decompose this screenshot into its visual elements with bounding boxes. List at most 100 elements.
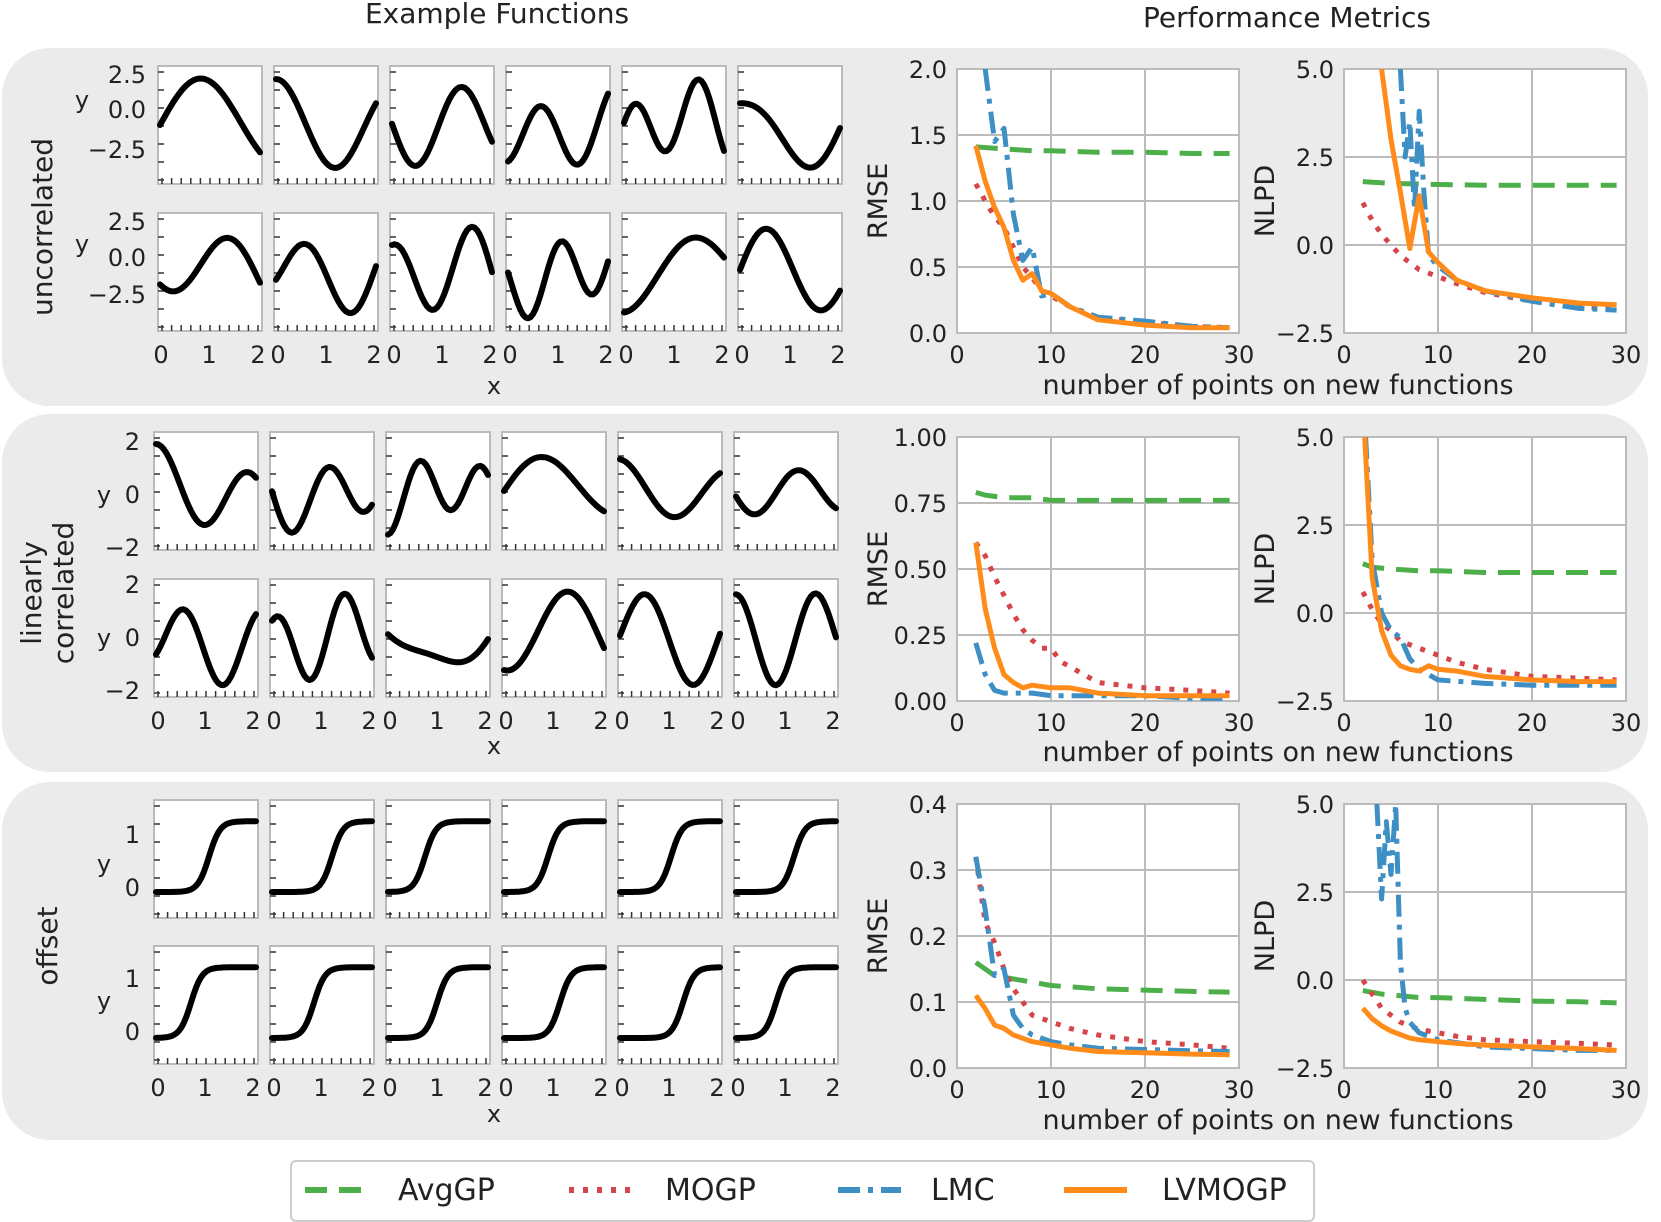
- xtick: 2: [250, 341, 265, 369]
- function-curve: [385, 457, 491, 538]
- x-tick-label: 30: [1611, 709, 1642, 737]
- xtick: 2: [245, 707, 260, 735]
- example-panel: [501, 799, 607, 919]
- panel-frame: [737, 212, 843, 332]
- x-tick-label: 20: [1130, 709, 1161, 737]
- example-panel: [269, 431, 375, 551]
- series-line-mogp: [1360, 590, 1617, 683]
- xtick: 2: [477, 707, 492, 735]
- y-tick-label: 0.25: [894, 622, 947, 650]
- legend-label-mogp: MOGP: [665, 1173, 756, 1208]
- example-panel: [269, 799, 375, 919]
- metric-x-label-row-3: number of points on new functions: [1042, 1105, 1513, 1136]
- metric-charts: 0 10 20 30 0.0 0.5 1.0 1.5 2.0 RMSE 0 10 20 30 −2.5 0.0…: [863, 56, 1641, 1104]
- legend-label-avggp: AvgGP: [398, 1173, 495, 1208]
- example-yticks-row-1: 2.5 0.0 −2.5 2.5 0.0 −2.5 y y: [75, 61, 146, 309]
- panel-frame: [617, 945, 723, 1065]
- example-yticks-row-2: 2 0 −2 2 0 −2 y y: [97, 428, 140, 705]
- y-tick-label: 1.0: [909, 188, 947, 216]
- example-panel: [389, 212, 495, 332]
- y-tick-label: 5.0: [1296, 791, 1334, 819]
- series-line-avggp: [975, 144, 1230, 156]
- panel-frame: [385, 578, 491, 698]
- ytick: 0.0: [108, 244, 146, 272]
- function-curve: [617, 818, 723, 895]
- panel-frame: [501, 945, 607, 1065]
- example-x-label: x: [487, 732, 501, 760]
- row-label-uncorrelated: uncorrelated: [26, 138, 59, 316]
- y-tick-label: 2.5: [1296, 879, 1334, 907]
- ytick: 0.0: [108, 96, 146, 124]
- xtick: 1: [201, 341, 216, 369]
- x-tick-label: 20: [1517, 709, 1548, 737]
- y-tick-label: 0.4: [909, 791, 947, 819]
- function-curve: [617, 591, 723, 688]
- xtick: 0: [266, 1074, 281, 1102]
- y-tick-label: 0.0: [1296, 600, 1334, 628]
- xtick: 2: [825, 707, 840, 735]
- series-line-avggp: [1361, 561, 1617, 575]
- function-curve: [385, 631, 491, 666]
- chart-rmse-row-1: 0 10 20 30 0.0 0.5 1.0 1.5 2.0 RMSE: [863, 56, 1254, 369]
- xtick: 2: [709, 1074, 724, 1102]
- function-curve: [505, 90, 611, 168]
- y-tick-label: 1.00: [894, 424, 947, 452]
- row-label-correlated: correlated: [47, 522, 80, 665]
- example-panel: [153, 578, 259, 698]
- example-panel: [389, 65, 495, 185]
- example-x-label: x: [487, 1100, 501, 1128]
- series-line-avggp: [975, 489, 1230, 503]
- example-panel: [501, 578, 607, 698]
- example-xticks-row-3: 0 1 2 0 1 2 0 1 2 0 1 2 0 1 2 0 1 2 x: [150, 1074, 840, 1128]
- function-curve: [737, 225, 843, 314]
- xtick: 2: [709, 707, 724, 735]
- function-curve: [273, 240, 379, 317]
- function-curve: [153, 964, 259, 1041]
- function-curve: [501, 454, 607, 515]
- y-tick-label: 0.75: [894, 490, 947, 518]
- function-curve: [157, 234, 263, 295]
- panel-frame: [501, 799, 607, 919]
- series-line-avggp: [1362, 988, 1617, 1006]
- series-group: [973, 69, 1230, 331]
- x-tick-label: 20: [1517, 341, 1548, 369]
- series-line-lvmogp: [973, 993, 1230, 1058]
- legend-label-lvmogp: LVMOGP: [1162, 1173, 1287, 1208]
- ytick: −2: [105, 677, 140, 705]
- xtick: 1: [429, 1074, 444, 1102]
- example-xticks-row-1: 0 1 2 0 1 2 0 1 2 0 1 2 0 1 2 0 1 2 x: [153, 341, 845, 400]
- example-panel: [617, 799, 723, 919]
- x-tick-label: 0: [1336, 341, 1351, 369]
- xtick: 1: [429, 707, 444, 735]
- xtick: 0: [730, 707, 745, 735]
- function-curve: [385, 964, 491, 1041]
- example-panel: [153, 799, 259, 919]
- example-xticks-row-2: 0 1 2 0 1 2 0 1 2 0 1 2 0 1 2 0 1 2 x: [150, 707, 840, 760]
- y-tick-label: −2.5: [1276, 688, 1334, 716]
- example-y-label: y: [75, 230, 89, 258]
- panel-frame: [501, 431, 607, 551]
- chart-nlpd-row-2: 0 10 20 30 −2.5 0.0 2.5 5.0 NLPD: [1250, 424, 1641, 737]
- example-y-label: y: [75, 86, 89, 114]
- xtick: 2: [593, 1074, 608, 1102]
- panel-frame: [733, 945, 839, 1065]
- legend: AvgGP MOGP LMC LVMOGP: [290, 1160, 1315, 1222]
- xtick: 2: [714, 341, 729, 369]
- ytick: 1: [125, 821, 140, 849]
- function-curve: [621, 76, 727, 155]
- function-curve: [617, 456, 723, 521]
- xtick: 2: [830, 341, 845, 369]
- xtick: 1: [661, 1074, 676, 1102]
- y-tick-label: 0.0: [909, 320, 947, 348]
- example-panel: [385, 799, 491, 919]
- series-group: [1360, 804, 1617, 1053]
- xtick: 2: [366, 341, 381, 369]
- metric-x-label-row-2: number of points on new functions: [1042, 737, 1513, 768]
- ytick: −2.5: [88, 136, 146, 164]
- example-panel: [501, 945, 607, 1065]
- function-curve: [269, 463, 375, 536]
- x-tick-label: 10: [1423, 1076, 1454, 1104]
- function-curve: [153, 441, 259, 528]
- function-curve: [153, 606, 259, 689]
